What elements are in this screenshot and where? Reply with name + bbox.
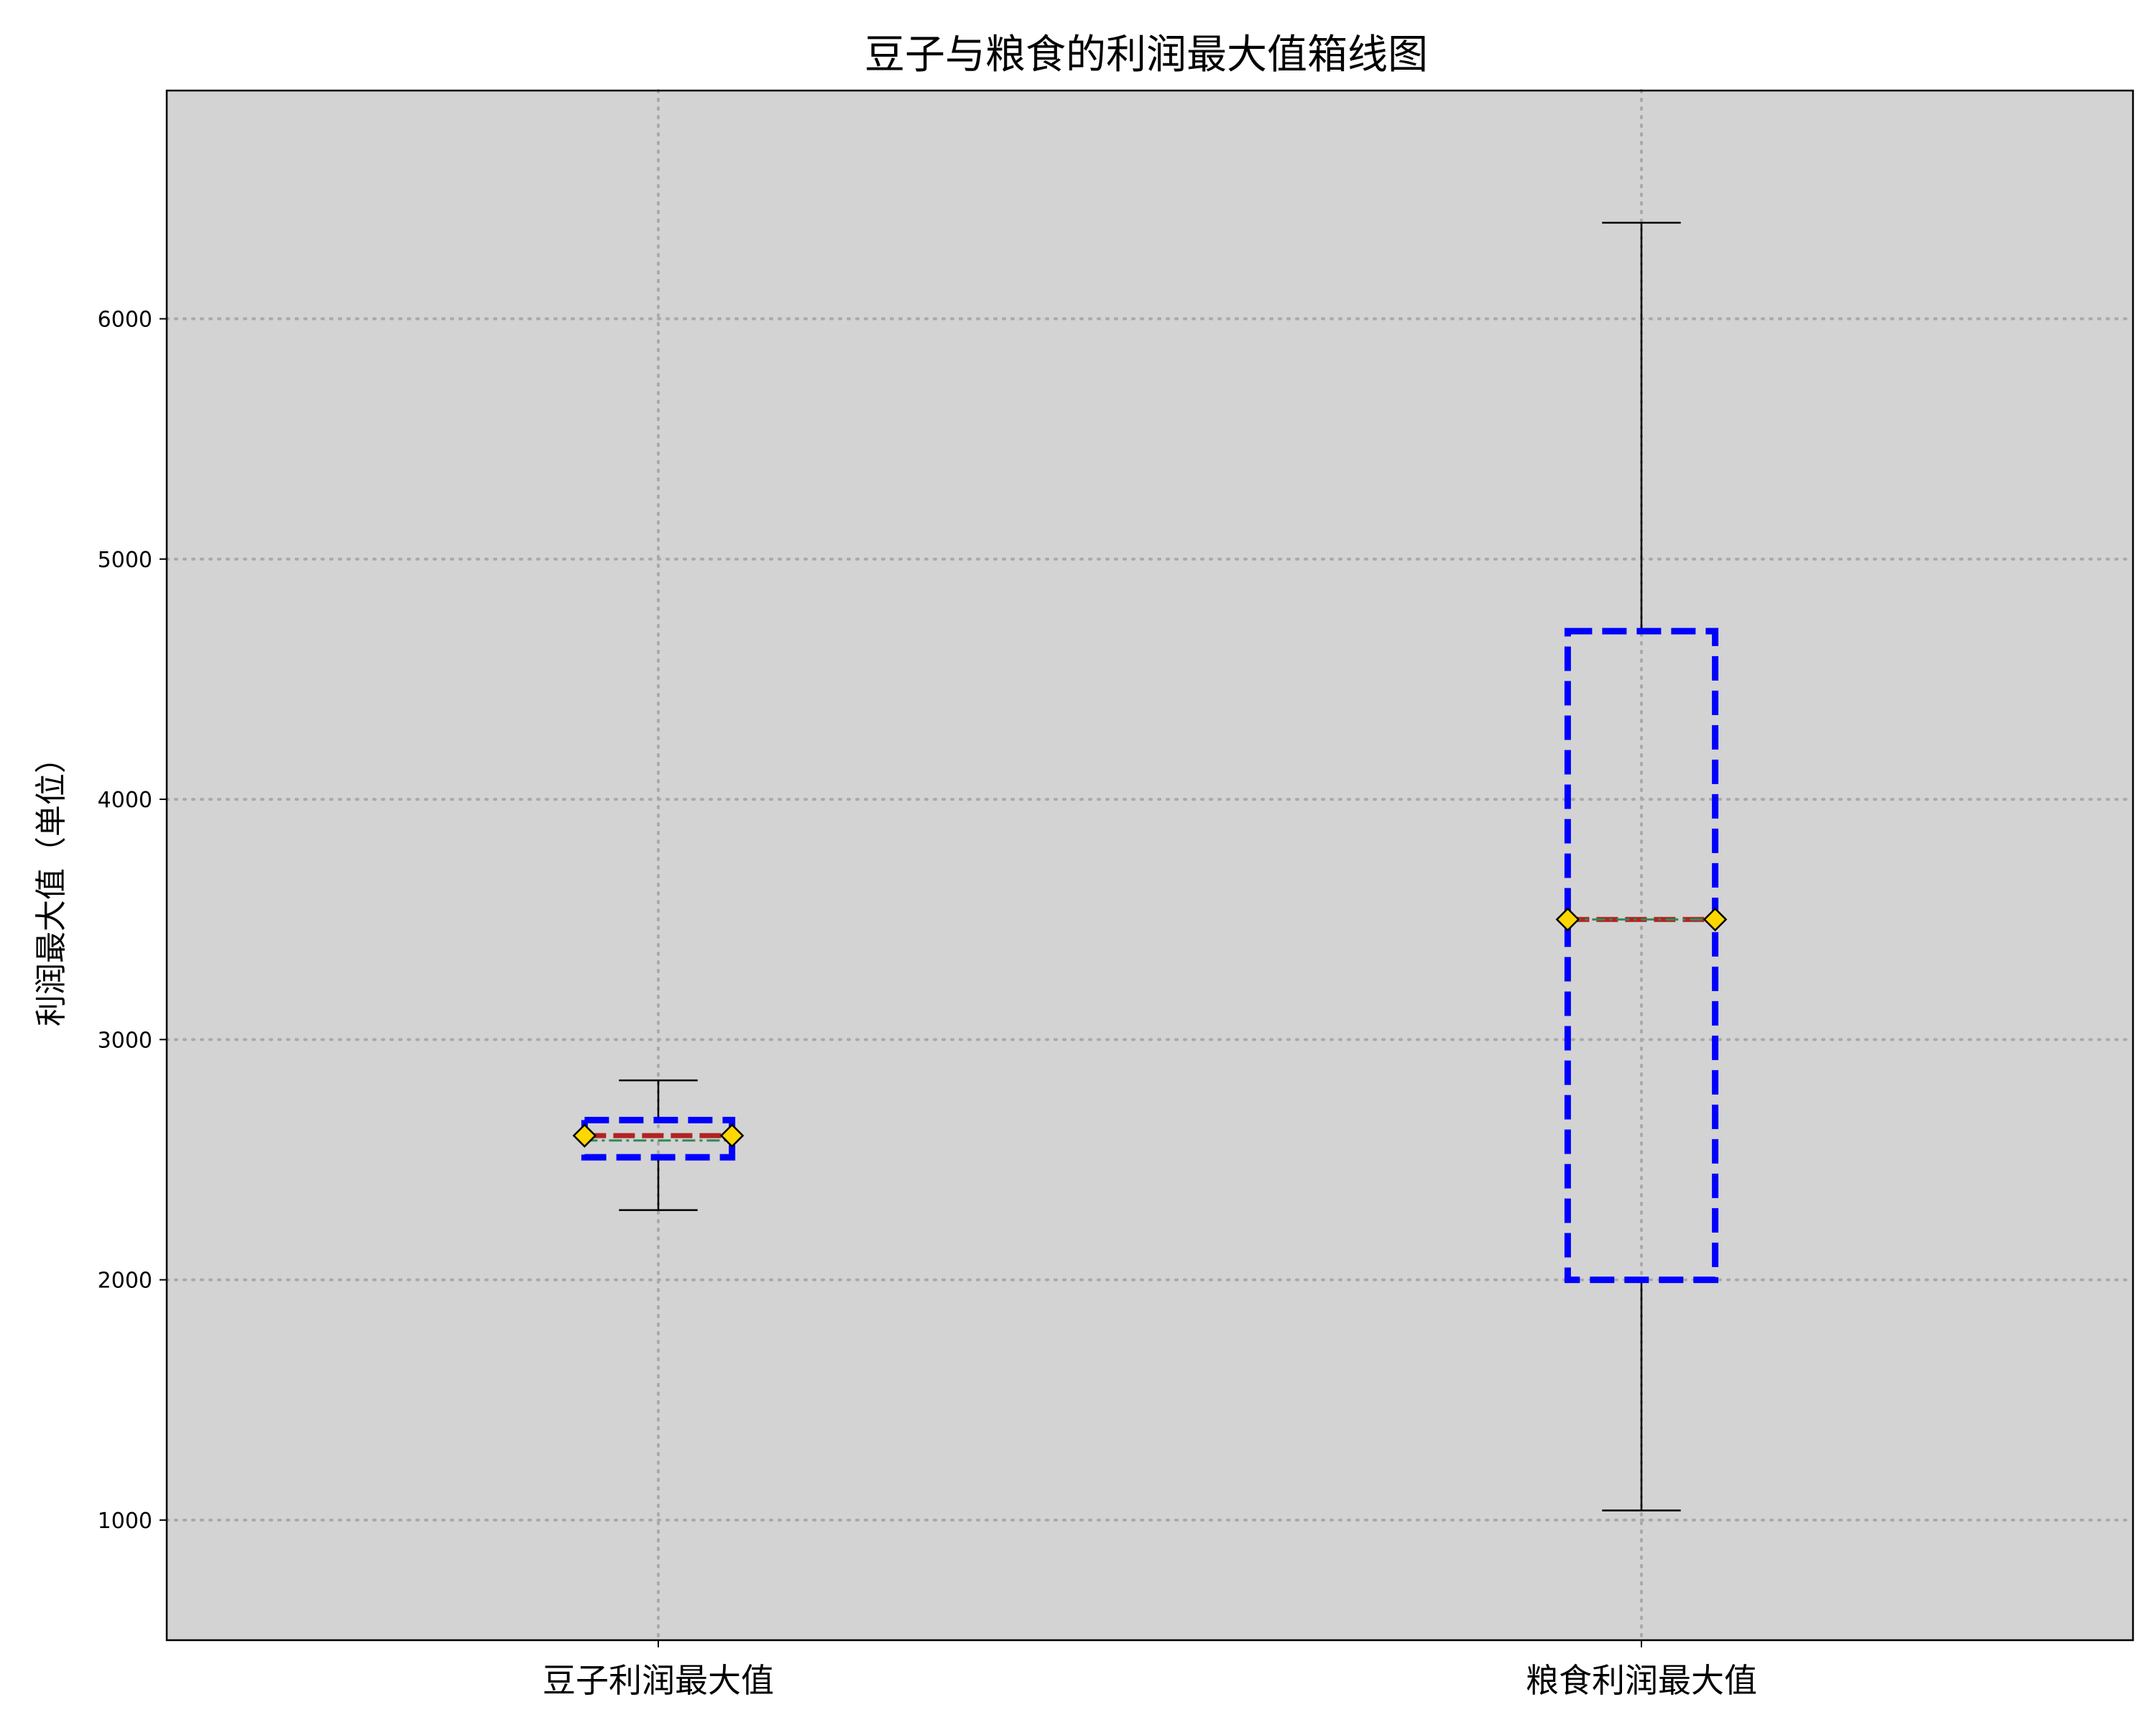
median-marker xyxy=(719,1123,745,1148)
plot-frame xyxy=(165,89,2134,1642)
y-axis-label: 利润最大值（单位） xyxy=(33,742,70,1026)
median-marker xyxy=(1703,907,1728,932)
x-axis-ticks: 豆子利润最大值 粮食利润最大值 xyxy=(543,1640,1757,1700)
x-tick-label: 粮食利润最大值 xyxy=(1526,1661,1757,1700)
box-group xyxy=(1555,221,1728,1512)
y-tick-label: 3000 xyxy=(98,1028,152,1053)
chart-title: 豆子与粮食的利润最大值箱线图 xyxy=(865,32,1428,78)
x-tick-label: 豆子利润最大值 xyxy=(543,1661,774,1700)
y-tick-label: 1000 xyxy=(98,1509,152,1534)
box-group xyxy=(572,1079,745,1211)
boxes xyxy=(572,221,1728,1512)
plot-area xyxy=(167,91,2133,1640)
y-tick-label: 5000 xyxy=(98,548,152,573)
y-tick-label: 2000 xyxy=(98,1269,152,1294)
y-tick-label: 4000 xyxy=(98,788,152,813)
median-marker xyxy=(572,1123,597,1148)
median-marker xyxy=(1555,907,1580,932)
box-body xyxy=(1564,627,1719,1284)
y-axis-ticks: 1000 2000 3000 4000 5000 6000 xyxy=(98,308,167,1534)
y-tick-label: 6000 xyxy=(98,308,152,333)
